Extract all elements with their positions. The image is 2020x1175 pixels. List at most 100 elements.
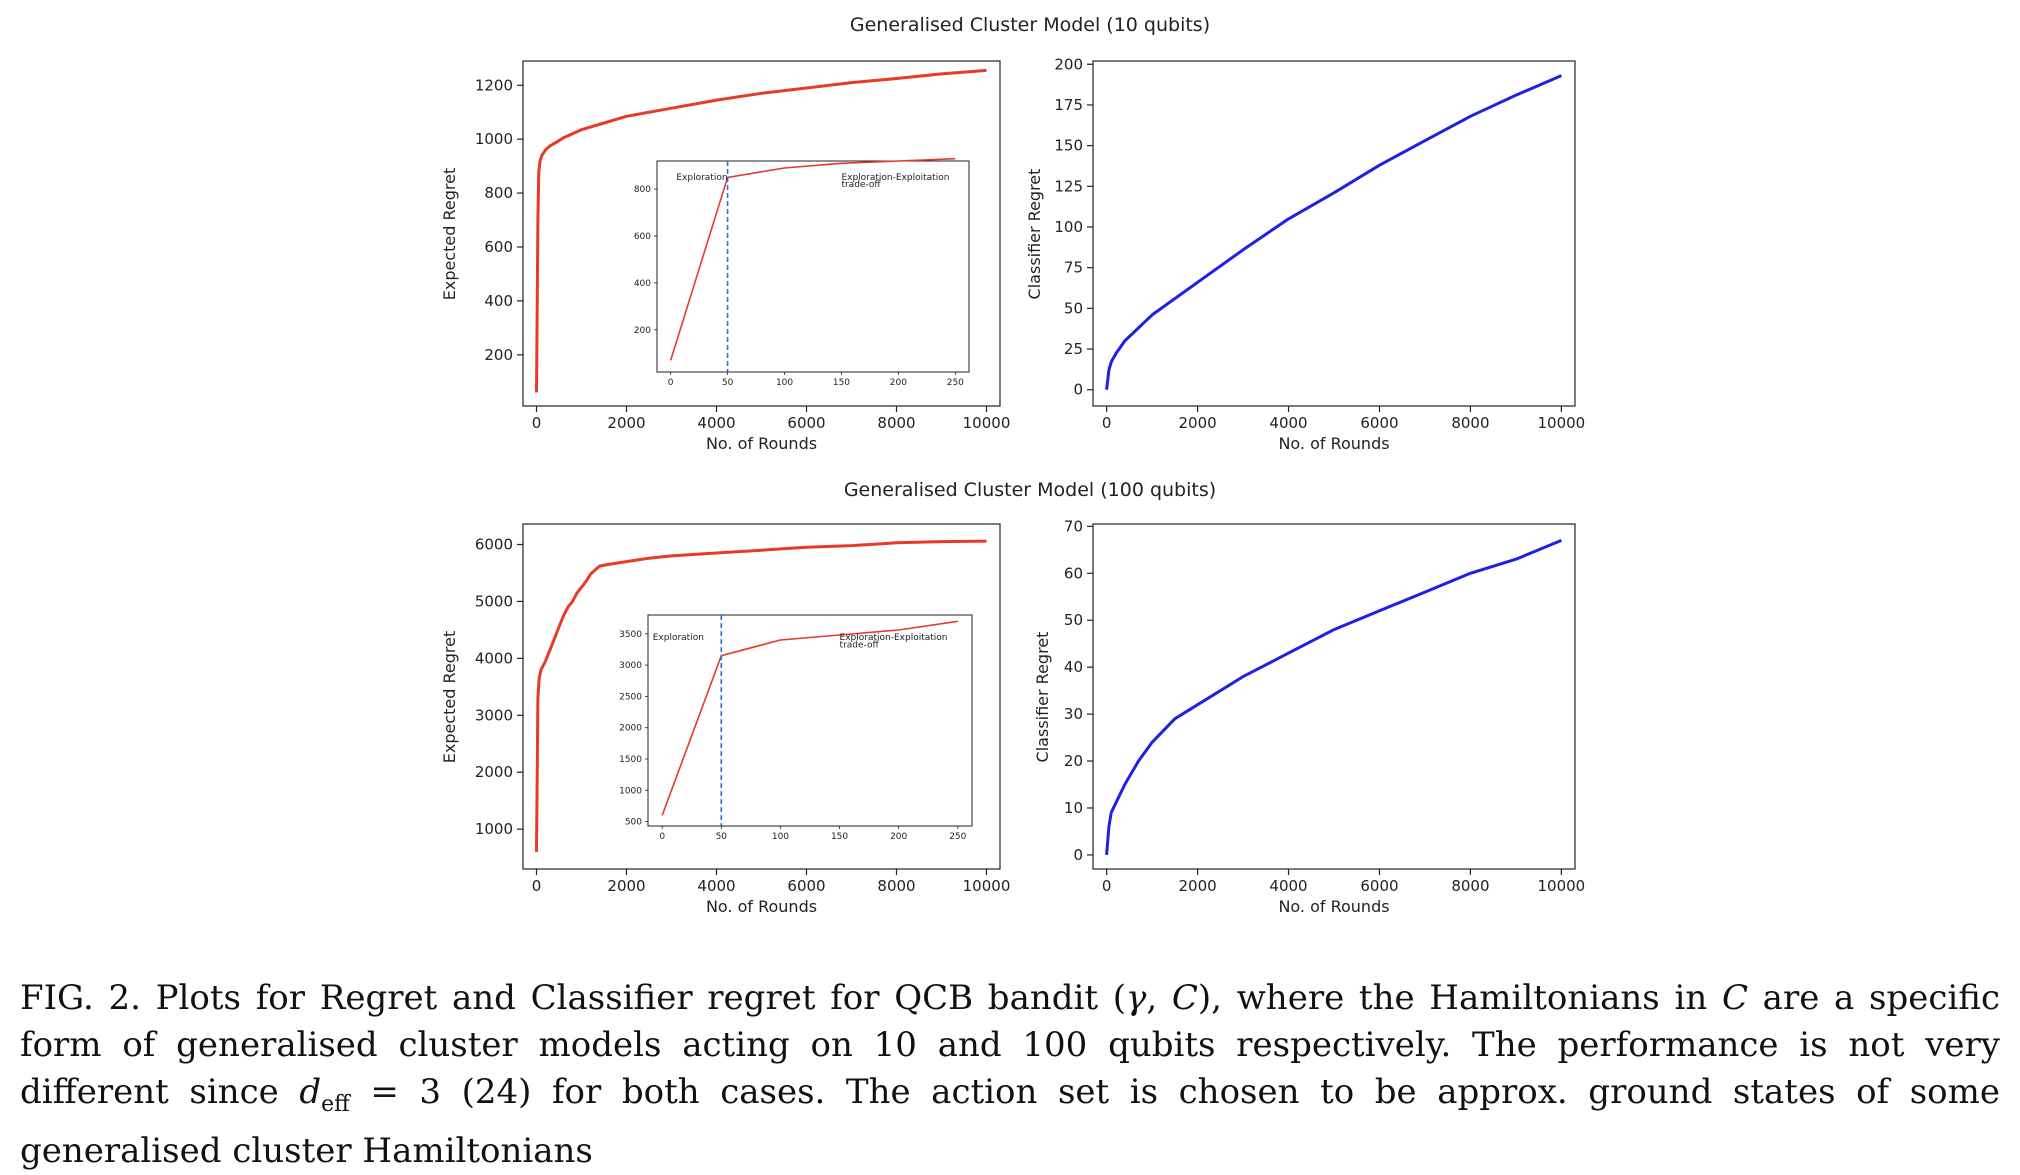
y-tick-label: 400: [484, 292, 513, 310]
caption-mid-2: are a specific form of generalised clust…: [20, 978, 2000, 1112]
y-tick-label: 2000: [475, 763, 513, 781]
caption-subscript: eff: [321, 1091, 350, 1117]
caption-gamma: γ: [1126, 978, 1147, 1018]
x-tick-label: 10000: [963, 877, 1011, 895]
x-tick-label: 4000: [1269, 414, 1307, 432]
x-tick-label: 2000: [607, 414, 645, 432]
chart-4: 0 2000 4000 6000 8000 10000 0 10 20 30 40 50 60 70 No.…: [1033, 517, 1585, 916]
inset-y-tick-label: 1500: [619, 755, 642, 765]
y-axis-label: Classifier Regret: [1033, 632, 1052, 763]
row-2-title: Generalised Cluster Model (100 qubits): [844, 479, 1216, 501]
y-tick-label: 50: [1064, 299, 1083, 317]
x-tick-label: 10000: [1537, 414, 1585, 432]
caption-comma: ,: [1146, 978, 1172, 1018]
x-tick-label: 8000: [1451, 414, 1489, 432]
plot-frame: [1092, 60, 1576, 407]
x-tick-label: 2000: [1178, 414, 1216, 432]
inset-frame: [647, 614, 973, 827]
y-tick-label: 125: [1054, 177, 1083, 195]
caption-d: d: [299, 1072, 322, 1112]
series-line: [535, 68, 987, 393]
inset-y-tick-label: 3500: [619, 630, 642, 640]
inset-y-tick-label: 600: [634, 232, 651, 242]
inset-x-tick-label: 250: [947, 378, 964, 388]
x-tick-label: 6000: [1360, 414, 1398, 432]
caption-set-c-2: C: [1721, 978, 1748, 1018]
y-tick-label: 1000: [475, 130, 513, 148]
x-tick-label: 4000: [697, 414, 735, 432]
y-tick-label: 150: [1054, 137, 1083, 155]
y-tick-label: 100: [1054, 218, 1083, 236]
x-tick-label: 4000: [697, 877, 735, 895]
chart-2: 0 2000 4000 6000 8000 10000 0 25 50 75 100 125 150 17…: [1025, 55, 1585, 453]
inset-y-tick-label: 3000: [619, 661, 642, 671]
x-tick-label: 0: [1102, 414, 1112, 432]
x-tick-label: 8000: [877, 414, 915, 432]
inset-x-tick-label: 200: [890, 378, 907, 388]
inset-x-tick-label: 100: [772, 832, 789, 842]
x-tick-label: 0: [532, 877, 542, 895]
x-tick-label: 6000: [1360, 877, 1398, 895]
inset-y-tick-label: 2500: [619, 692, 642, 702]
caption-set-c: C: [1171, 978, 1198, 1018]
inset-series-line: [661, 620, 958, 816]
inset-y-tick-label: 500: [625, 818, 642, 828]
y-tick-label: 30: [1064, 705, 1083, 723]
figure-canvas: Generalised Cluster Model (10 qubits) Ge…: [440, 14, 1585, 916]
inset-series-line: [669, 157, 956, 361]
inset-chart: 0 50 100 150 200 250 500 1000 1500 2000 2500 3000 35…: [619, 614, 973, 842]
y-tick-label: 4000: [475, 649, 513, 667]
x-axis-label: No. of Rounds: [1278, 897, 1389, 916]
caption-mid-1: ), where the Hamiltonians in: [1197, 978, 1722, 1018]
inset-chart: 0 50 100 150 200 250 200 400 600 800 Exploration Ex…: [634, 157, 970, 388]
inset-x-tick-label: 100: [776, 378, 793, 388]
inset-annotation: trade-off: [840, 641, 880, 651]
y-tick-label: 1000: [475, 820, 513, 838]
inset-annotation: Exploration-Exploitation: [841, 173, 949, 183]
inset-x-tick-label: 0: [659, 832, 665, 842]
inset-frame: [656, 160, 970, 373]
y-tick-label: 0: [1073, 381, 1083, 399]
x-tick-label: 10000: [963, 414, 1011, 432]
y-tick-label: 40: [1064, 658, 1083, 676]
y-tick-label: 6000: [475, 535, 513, 553]
plots-layer: 0 2000 4000 6000 8000 10000200400600800100012…: [440, 55, 1585, 916]
row-1-title: Generalised Cluster Model (10 qubits): [850, 14, 1210, 36]
x-tick-label: 8000: [877, 877, 915, 895]
x-tick-label: 10000: [1537, 877, 1585, 895]
x-tick-label: 4000: [1269, 877, 1307, 895]
inset-x-tick-label: 150: [831, 832, 848, 842]
inset-x-tick-label: 0: [668, 378, 674, 388]
inset-y-tick-label: 800: [634, 185, 651, 195]
y-tick-label: 25: [1064, 340, 1083, 358]
x-axis-label: No. of Rounds: [706, 897, 817, 916]
plot-frame: [522, 523, 1001, 870]
y-tick-label: 200: [484, 346, 513, 364]
plot-frame: [522, 60, 1001, 407]
inset-annotation: Exploration: [653, 633, 704, 643]
y-tick-label: 600: [484, 238, 513, 256]
y-tick-label: 5000: [475, 592, 513, 610]
y-tick-label: 3000: [475, 706, 513, 724]
x-tick-label: 2000: [1178, 877, 1216, 895]
caption-end: = 3 (24) for both cases. The action set …: [20, 1072, 2000, 1171]
y-axis-label: Expected Regret: [440, 631, 459, 763]
inset-y-tick-label: 2000: [619, 724, 642, 734]
y-tick-label: 1200: [475, 76, 513, 94]
chart-3: 0 2000 4000 6000 8000 10000100020003000400050…: [440, 523, 1011, 916]
y-tick-label: 20: [1064, 752, 1083, 770]
y-tick-label: 50: [1064, 611, 1083, 629]
inset-x-tick-label: 50: [716, 832, 728, 842]
y-tick-label: 175: [1054, 96, 1083, 114]
inset-annotation: Exploration: [676, 173, 727, 183]
chart-1: 0 2000 4000 6000 8000 10000200400600800100012…: [440, 60, 1011, 453]
y-tick-label: 0: [1073, 846, 1083, 864]
series-line: [1105, 539, 1562, 856]
inset-x-tick-label: 150: [833, 378, 850, 388]
inset-annotation: Exploration-Exploitation: [840, 633, 948, 643]
x-tick-label: 0: [1102, 877, 1112, 895]
y-axis-label: Classifier Regret: [1025, 169, 1044, 300]
inset-y-tick-label: 400: [634, 279, 651, 289]
inset-y-tick-label: 1000: [619, 786, 642, 796]
y-tick-label: 70: [1064, 517, 1083, 535]
